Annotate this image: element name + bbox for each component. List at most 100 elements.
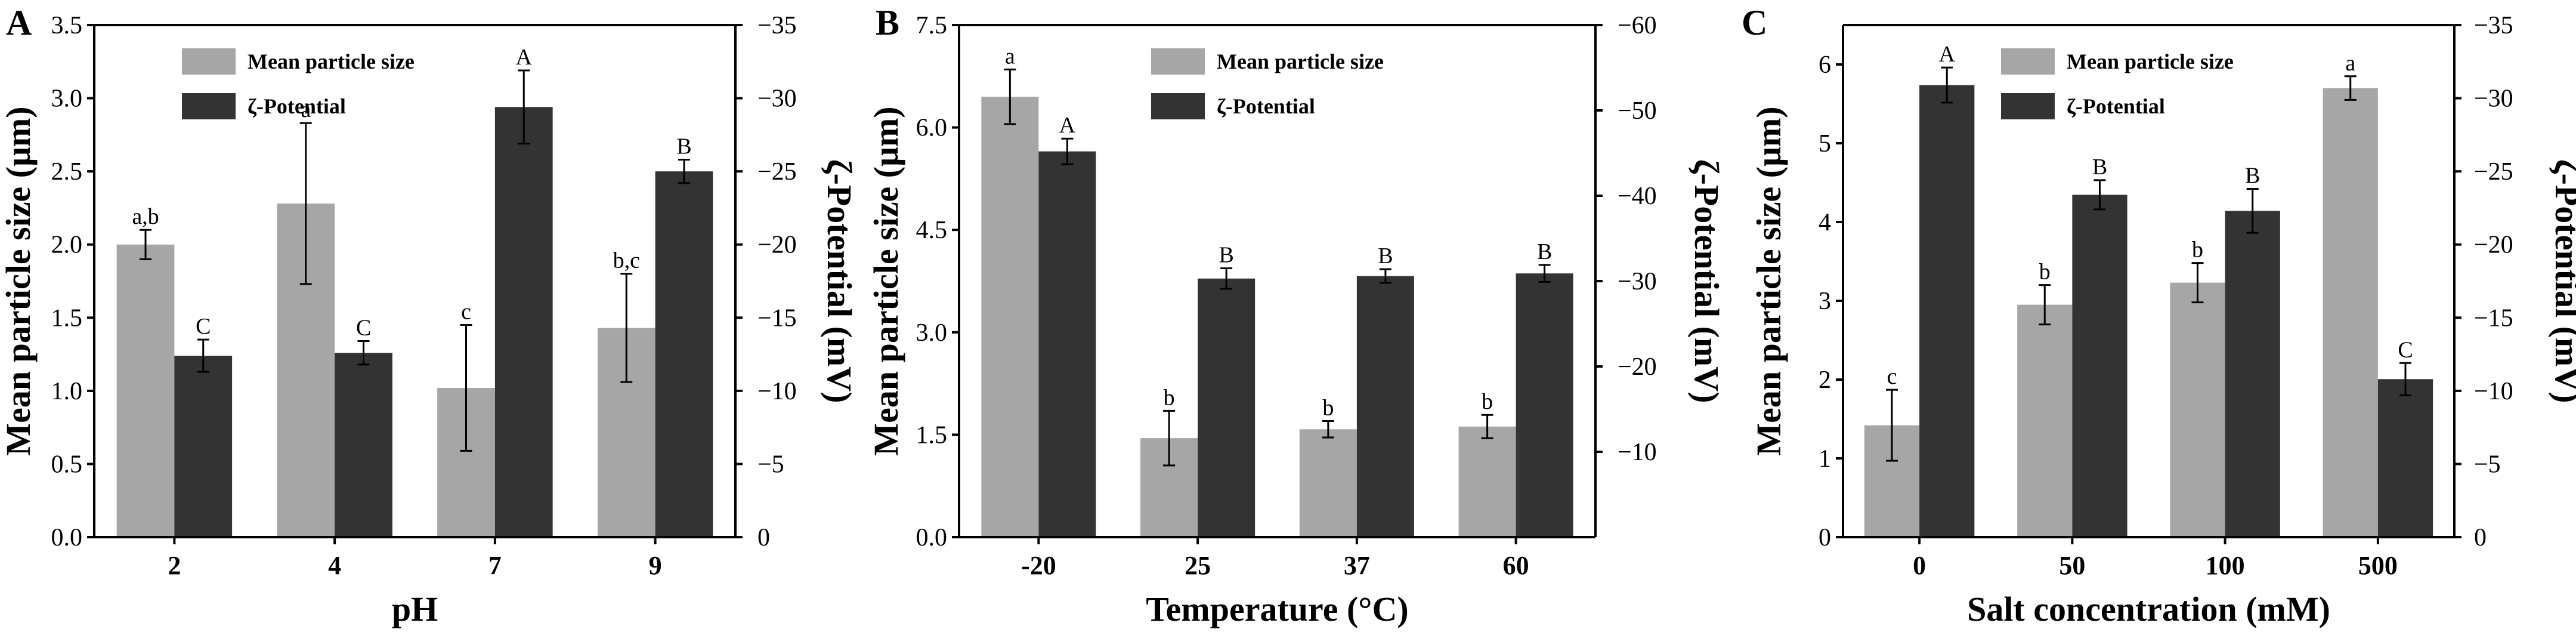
bar-zeta-potential	[2225, 211, 2280, 537]
y-axis-title-left: Mean particle size (μm)	[1749, 106, 1788, 455]
panel-letter: B	[876, 3, 899, 42]
chart-panel-c: Cc b b a A B B C 0 1 2 3 4 5 6 0 −5 −10 −15 −20 −25 −30 −35 0 50…	[1742, 3, 2576, 628]
y-tick-label-left: 2	[1819, 366, 1831, 394]
legend-swatch-particle-size	[2001, 48, 2055, 75]
legend-swatch-zeta-potential	[182, 93, 236, 119]
bar-zeta-potential	[655, 171, 713, 538]
significance-label: a,b	[132, 204, 159, 229]
legend-label: ζ-Potential	[1217, 94, 1315, 118]
y-tick-label-left: 4	[1819, 209, 1831, 236]
bar-zeta-potential	[1198, 278, 1255, 537]
y-tick-label-right: −10	[757, 378, 797, 405]
chart-panel-a: Aa,b a c b,c C C A B 0.0 0.5 1.0 1.5 2.0 2.5 3.0 3.5 0 −5…	[0, 3, 859, 628]
chart-panel-b: Ba b b b A B B B 0.0 1.5 3.0 4.5 6.0 7.5 −10 −20 −30 −40 −…	[867, 3, 1726, 628]
bar-zeta-potential	[1919, 85, 1975, 538]
y-tick-label-right: −30	[757, 85, 797, 113]
bar-zeta-potential	[1516, 273, 1573, 537]
y-tick-label-left: 1.0	[51, 378, 83, 405]
y-tick-label-left: 7.5	[916, 12, 948, 39]
panel-letter: A	[6, 3, 32, 42]
legend-swatch-particle-size	[1151, 48, 1205, 75]
y-tick-label-left: 3	[1819, 288, 1831, 315]
legend: Mean particle size ζ-Potential	[182, 48, 415, 119]
x-tick-label: 2	[168, 551, 181, 580]
significance-label: B	[1219, 243, 1233, 268]
y-tick-label-left: 0.5	[51, 451, 83, 478]
significance-label: b	[2039, 260, 2051, 285]
y-axis-title-left: Mean particle size (μm)	[867, 106, 905, 455]
bar-particle-size	[2170, 282, 2225, 537]
x-tick-label: 0	[1913, 551, 1926, 580]
y-axis-title-right: ζ-Potential (mV)	[1687, 159, 1726, 403]
x-axis-title: pH	[392, 590, 438, 628]
y-tick-label-right: −20	[1618, 353, 1657, 381]
legend-swatch-zeta-potential	[1151, 93, 1205, 119]
y-tick-label-left: 0.0	[51, 524, 83, 551]
bar-particle-size	[2323, 88, 2378, 538]
bar-zeta-potential	[494, 107, 553, 537]
bar-zeta-potential	[1356, 276, 1414, 537]
significance-label: c	[461, 300, 471, 325]
y-tick-label-left: 3.0	[51, 85, 83, 113]
y-tick-label-left: 1.5	[51, 304, 83, 332]
x-tick-label: 25	[1185, 551, 1211, 580]
y-tick-label-right: 0	[757, 524, 770, 551]
y-tick-label-left: 0.0	[916, 524, 948, 551]
x-tick-label: 500	[2358, 551, 2398, 580]
y-tick-label-left: 2.5	[51, 158, 83, 186]
y-tick-label-right: −25	[2474, 158, 2513, 186]
significance-label: C	[356, 316, 371, 341]
y-tick-label-left: 5	[1819, 130, 1831, 158]
legend: Mean particle size ζ-Potential	[2001, 48, 2234, 119]
y-tick-label-right: −50	[1618, 97, 1657, 125]
bar-particle-size	[116, 244, 175, 537]
significance-label: B	[676, 134, 691, 159]
significance-label: A	[1059, 113, 1076, 138]
significance-label: A	[516, 45, 533, 70]
y-tick-label-left: 3.0	[916, 319, 948, 347]
x-axis-title: Salt concentration (mM)	[1967, 590, 2330, 628]
y-tick-label-left: 2.0	[51, 232, 83, 259]
y-tick-label-right: −35	[2474, 12, 2513, 39]
legend-label: Mean particle size	[2067, 50, 2234, 73]
legend: Mean particle size ζ-Potential	[1151, 48, 1384, 119]
y-tick-label-right: −15	[2474, 304, 2513, 332]
significance-label: C	[196, 314, 211, 339]
significance-label: A	[1939, 42, 1956, 67]
y-tick-label-right: 0	[2474, 524, 2487, 551]
y-tick-label-right: −35	[757, 12, 797, 39]
bar-particle-size	[1299, 429, 1357, 537]
significance-label: B	[1378, 244, 1393, 269]
significance-label: b	[1482, 389, 1493, 414]
significance-label: a	[2345, 51, 2355, 76]
y-axis-title-left: Mean particle size (μm)	[0, 106, 38, 455]
legend-swatch-zeta-potential	[2001, 93, 2055, 119]
x-tick-label: 37	[1344, 551, 1370, 580]
bar-zeta-potential	[174, 356, 233, 537]
y-tick-label-left: 6	[1819, 51, 1831, 79]
y-tick-label-right: −40	[1618, 183, 1657, 210]
y-tick-label-right: −25	[757, 158, 797, 186]
x-tick-label: 4	[328, 551, 341, 580]
y-tick-label-right: −30	[2474, 85, 2513, 113]
y-tick-label-left: 1.5	[916, 421, 948, 449]
y-tick-label-right: −15	[757, 304, 797, 332]
y-tick-label-right: −10	[2474, 378, 2513, 405]
x-tick-label: 9	[649, 551, 662, 580]
x-axis-title: Temperature (°C)	[1146, 590, 1408, 628]
y-axis-title-right: ζ-Potential (mV)	[2548, 159, 2576, 403]
significance-label: B	[2245, 164, 2260, 189]
y-tick-label-right: −10	[1618, 439, 1657, 466]
bar-particle-size	[981, 97, 1039, 537]
y-tick-label-right: −20	[757, 232, 797, 259]
y-tick-label-left: 1	[1819, 445, 1831, 473]
y-axis-title-right: ζ-Potential (mV)	[820, 159, 859, 403]
y-tick-label-right: −60	[1618, 12, 1657, 39]
legend-label: Mean particle size	[1217, 50, 1384, 73]
y-tick-label-right: −5	[757, 451, 784, 478]
bar-zeta-potential	[335, 353, 392, 537]
significance-label: B	[2092, 155, 2107, 180]
y-tick-label-left: 4.5	[916, 217, 948, 244]
